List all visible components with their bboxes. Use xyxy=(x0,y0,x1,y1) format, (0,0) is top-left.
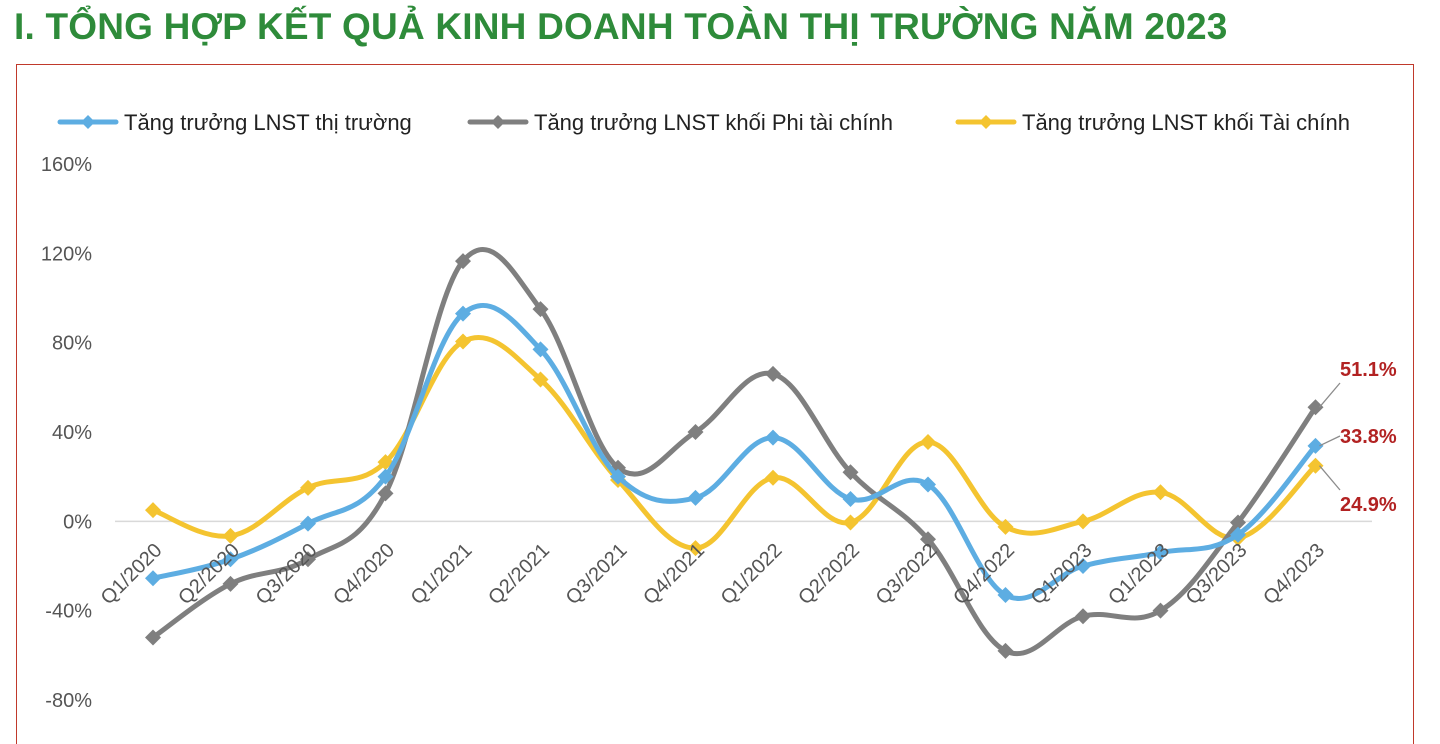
data-point xyxy=(1307,437,1324,454)
data-point xyxy=(532,301,549,318)
data-point xyxy=(1152,484,1169,501)
data-point xyxy=(920,476,936,493)
data-point xyxy=(455,305,471,322)
annotation-leader xyxy=(1319,382,1341,408)
data-point xyxy=(1152,602,1169,619)
series-t-ng-tr-ng-lnst-kh-i-phi-t-i-ch-nh xyxy=(145,246,1324,659)
y-tick-label: -80% xyxy=(45,690,92,712)
data-point xyxy=(687,540,704,557)
data-point xyxy=(300,479,316,496)
data-point xyxy=(1230,526,1246,543)
legend-label: Tăng trưởng LNST thị trường xyxy=(124,110,412,135)
series-line xyxy=(150,246,1318,657)
data-point xyxy=(455,333,471,350)
data-point xyxy=(1075,513,1091,530)
page-title: I. TỔNG HỢP KẾT QUẢ KINH DOANH TOÀN THỊ … xyxy=(14,6,1228,47)
legend-label: Tăng trưởng LNST khối Phi tài chính xyxy=(534,110,893,135)
data-point xyxy=(1152,544,1169,561)
data-point xyxy=(765,365,781,382)
legend-item: Tăng trưởng LNST khối Phi tài chính xyxy=(467,110,893,135)
series-t-ng-tr-ng-lnst-kh-i-t-i-ch-nh xyxy=(145,333,1324,557)
x-tick-label: Q4/2021 xyxy=(639,539,709,609)
series-line xyxy=(150,334,1318,551)
series-line xyxy=(150,302,1318,601)
chart-frame xyxy=(16,64,1414,744)
data-point xyxy=(997,518,1014,535)
data-point xyxy=(532,341,549,358)
data-point xyxy=(842,464,859,481)
data-point xyxy=(300,515,316,532)
y-tick-label: 160% xyxy=(41,154,92,176)
data-point xyxy=(377,485,394,502)
x-tick-label: Q3/2022 xyxy=(872,539,942,609)
data-point xyxy=(997,587,1014,604)
legend-marker xyxy=(491,115,505,129)
data-point xyxy=(455,253,471,270)
x-tick-label: Q2/2021 xyxy=(484,539,554,609)
series-t-ng-tr-ng-lnst-th-tr-ng xyxy=(145,302,1324,604)
y-tick-label: 40% xyxy=(52,422,92,444)
data-point xyxy=(687,489,704,506)
y-tick-label: -40% xyxy=(45,601,92,623)
data-point xyxy=(1075,558,1091,574)
data-point xyxy=(920,531,936,548)
annotation-leader xyxy=(1319,435,1341,447)
data-point xyxy=(1307,457,1324,474)
y-tick-label: 0% xyxy=(63,511,92,533)
annotation-label: 24.9% xyxy=(1340,494,1397,516)
x-tick-label: Q1/2023 xyxy=(1104,539,1174,609)
data-point xyxy=(1075,608,1091,625)
data-point xyxy=(145,570,161,587)
data-point xyxy=(765,469,781,486)
annotation-label: 51.1% xyxy=(1340,359,1397,381)
x-tick-label: Q4/2020 xyxy=(329,539,399,609)
x-tick-label: Q2/2022 xyxy=(794,539,864,609)
annotation-label: 33.8% xyxy=(1340,426,1397,448)
data-point xyxy=(532,371,549,388)
data-point xyxy=(1230,514,1246,531)
data-point xyxy=(842,514,859,531)
data-point xyxy=(765,429,781,446)
data-point xyxy=(222,575,239,592)
legend-label: Tăng trưởng LNST khối Tài chính xyxy=(1022,110,1350,135)
legend-item: Tăng trưởng LNST khối Tài chính xyxy=(955,110,1350,135)
data-point xyxy=(920,434,936,451)
data-point xyxy=(222,527,239,544)
legend-item: Tăng trưởng LNST thị trường xyxy=(57,110,412,135)
x-tick-label: Q1/2023 xyxy=(1027,539,1097,609)
legend-marker xyxy=(979,115,993,129)
y-tick-label: 80% xyxy=(52,333,92,355)
data-point xyxy=(1307,399,1324,416)
data-point xyxy=(300,551,316,568)
data-point xyxy=(145,629,161,646)
data-point xyxy=(145,502,161,519)
x-tick-label: Q1/2021 xyxy=(407,539,477,609)
data-point xyxy=(997,642,1014,659)
x-tick-label: Q3/2021 xyxy=(562,539,632,609)
legend-marker xyxy=(81,115,95,129)
data-point xyxy=(842,491,859,507)
data-point xyxy=(610,468,626,485)
data-point xyxy=(377,468,394,485)
y-tick-label: 120% xyxy=(41,243,92,265)
x-tick-label: Q1/2022 xyxy=(717,539,787,609)
data-point xyxy=(222,551,239,568)
data-point xyxy=(687,424,704,440)
annotation-leader xyxy=(1319,465,1341,491)
x-tick-label: Q4/2023 xyxy=(1259,539,1329,609)
